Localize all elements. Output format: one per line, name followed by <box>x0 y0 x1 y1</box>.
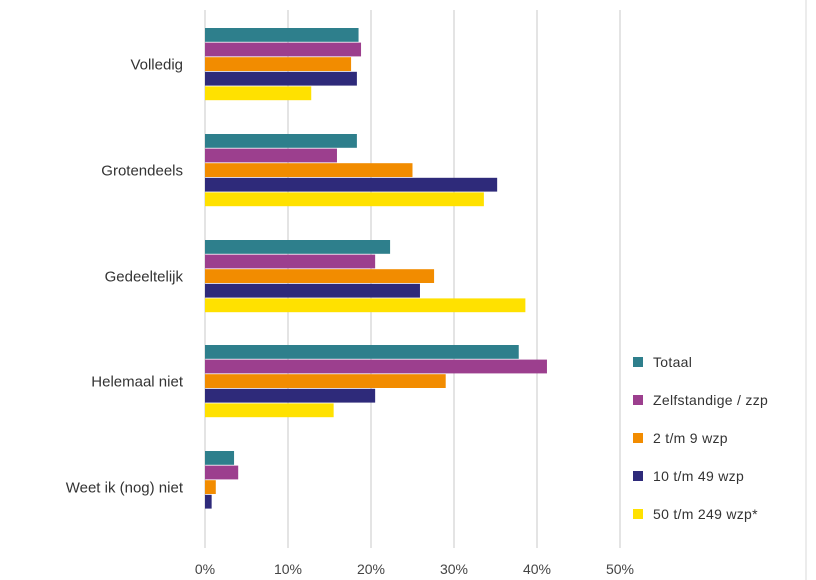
bar-0-3 <box>205 71 357 86</box>
bar-0-1 <box>205 42 362 57</box>
bar-3-4 <box>205 403 334 418</box>
bar-1-4 <box>205 192 484 207</box>
bar-3-0 <box>205 345 519 359</box>
legend-label: Totaal <box>653 354 692 370</box>
category-label: Volledig <box>130 57 183 74</box>
legend: Totaal Zelfstandige / zzp 2 t/m 9 wzp 10 t/… <box>633 354 768 522</box>
bar-4-0 <box>205 451 235 465</box>
bar-1-0 <box>205 134 357 148</box>
legend-label: 2 t/m 9 wzp <box>653 430 728 446</box>
category-labels: Volledig Grotendeels Gedeeltelijk Helemaal … <box>66 57 184 497</box>
bar-3-1 <box>205 359 547 374</box>
x-tick-label: 10% <box>274 561 302 577</box>
legend-swatch <box>633 509 643 519</box>
bar-4-1 <box>205 465 239 480</box>
bar-4-3 <box>205 494 212 509</box>
bar-2-3 <box>205 283 420 298</box>
legend-label: 10 t/m 49 wzp <box>653 468 744 484</box>
bar-2-2 <box>205 269 435 283</box>
bars <box>205 28 547 509</box>
category-label: Gedeeltelijk <box>105 269 184 286</box>
category-label: Helemaal niet <box>91 374 184 391</box>
x-tick-label: 0% <box>195 561 215 577</box>
bar-1-1 <box>205 148 337 163</box>
x-tick-label: 20% <box>357 561 385 577</box>
bar-2-4 <box>205 298 526 313</box>
legend-label: Zelfstandige / zzp <box>653 392 768 408</box>
bar-3-3 <box>205 388 376 403</box>
bar-0-4 <box>205 86 312 101</box>
legend-label: 50 t/m 249 wzp* <box>653 506 758 522</box>
category-label: Grotendeels <box>101 163 183 180</box>
bar-1-3 <box>205 177 498 192</box>
legend-swatch <box>633 395 643 405</box>
x-tick-label: 30% <box>440 561 468 577</box>
bar-2-0 <box>205 240 391 254</box>
x-tick-labels: 0% 10% 20% 30% 40% 50% <box>195 561 634 577</box>
category-label: Weet ik (nog) niet <box>66 480 184 497</box>
x-tick-label: 40% <box>523 561 551 577</box>
bar-3-2 <box>205 374 446 388</box>
bar-1-2 <box>205 163 413 177</box>
x-tick-label: 50% <box>606 561 634 577</box>
bar-2-1 <box>205 254 376 269</box>
bar-0-2 <box>205 57 352 71</box>
legend-swatch <box>633 471 643 481</box>
bar-0-0 <box>205 28 359 42</box>
legend-swatch <box>633 433 643 443</box>
legend-swatch <box>633 357 643 367</box>
bar-4-2 <box>205 480 216 494</box>
